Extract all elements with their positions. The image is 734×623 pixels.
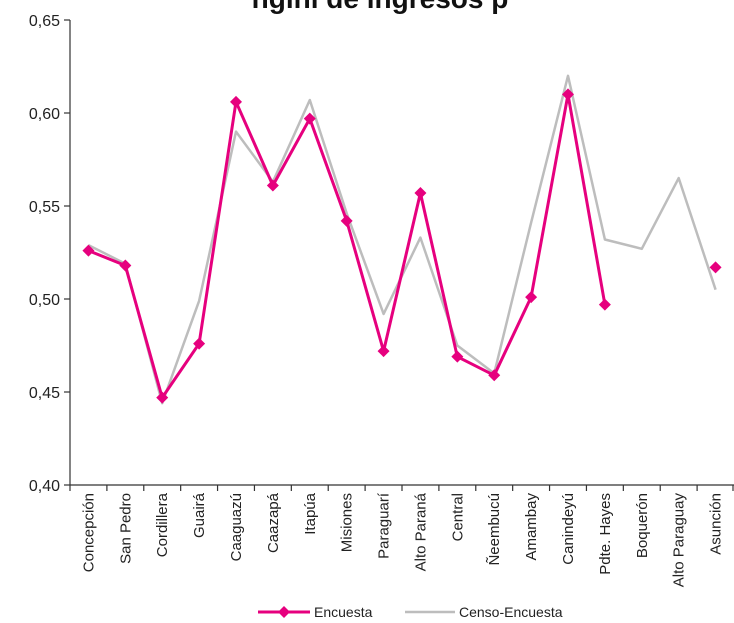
y-tick-label: 0,50: [29, 292, 60, 309]
x-category-label: Ñeembucú: [486, 493, 503, 566]
data-point-encuesta: [562, 88, 574, 101]
x-category-label: Alto Paraguay: [671, 493, 688, 588]
data-point-encuesta: [598, 298, 611, 311]
data-point-encuesta: [303, 112, 316, 125]
x-category-label: Guairá: [191, 492, 208, 538]
x-axis: Concepción San Pedro Cordillera Guairá Caagu…: [69, 484, 734, 588]
data-point-encuesta: [709, 261, 722, 274]
x-category-label: Alto Paraná: [412, 492, 429, 571]
data-point-encuesta: [377, 345, 390, 358]
data-point-encuesta: [525, 291, 538, 304]
legend-label-encuesta: Encuesta: [314, 604, 373, 620]
y-tick-label: 0,40: [29, 478, 60, 495]
x-category-label: San Pedro: [117, 493, 134, 564]
x-category-label: Canindeyú: [560, 493, 577, 565]
legend-label-censo-encuesta: Censo-Encuesta: [459, 604, 563, 620]
legend: Encuesta Censo-Encuesta: [258, 604, 563, 620]
x-category-label: Concepción: [80, 493, 97, 572]
series-layer: [82, 74, 722, 405]
data-point-encuesta: [488, 369, 501, 382]
data-point-encuesta: [451, 350, 464, 363]
data-point-encuesta: [119, 259, 132, 272]
y-tick-label: 0,55: [29, 199, 60, 216]
x-category-label: Asunción: [708, 493, 725, 555]
x-category-label: Amambay: [523, 493, 540, 561]
x-category-label: Itapúa: [302, 492, 319, 534]
data-point-encuesta: [266, 179, 279, 192]
x-category-label: Paraguarí: [376, 492, 393, 559]
data-point-encuesta: [193, 337, 206, 350]
x-category-label: Pdte. Hayes: [597, 493, 614, 575]
series-line-censo-encuesta: [87, 74, 717, 405]
x-category-label: Caaguazú: [228, 493, 245, 561]
data-point-encuesta: [340, 214, 353, 227]
data-point-encuesta: [82, 244, 95, 257]
data-point-encuesta: [156, 391, 169, 404]
y-tick-label: 0,65: [29, 13, 60, 30]
x-category-label: Cordillera: [154, 492, 171, 557]
y-tick-label: 0,60: [29, 106, 60, 123]
chart-title: ngini de ingresos p: [252, 0, 509, 14]
data-point-encuesta: [230, 95, 242, 108]
legend-marker-encuesta: [278, 606, 290, 618]
y-axis: 0,40 0,45 0,50 0,55 0,60 0,65: [29, 13, 71, 495]
series-line-encuesta: [87, 92, 607, 400]
x-category-label: Boquerón: [634, 493, 651, 558]
x-category-label: Central: [449, 493, 466, 541]
x-category-label: Caazapá: [265, 492, 282, 553]
x-category-label: Misiones: [339, 493, 356, 552]
data-point-encuesta: [414, 186, 427, 199]
y-tick-label: 0,45: [29, 385, 60, 402]
